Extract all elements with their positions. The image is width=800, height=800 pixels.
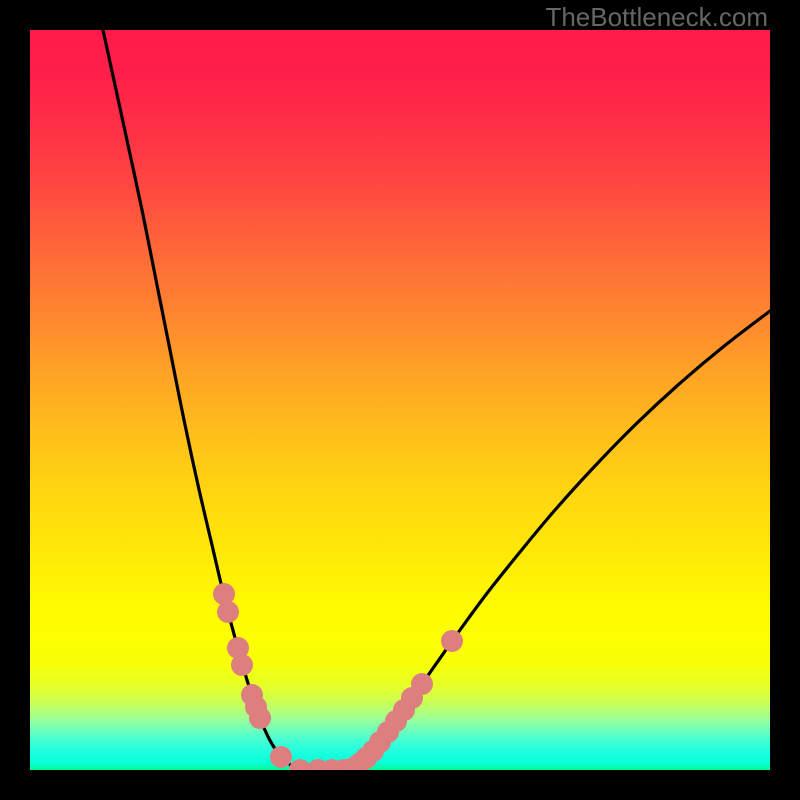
chart-frame: TheBottleneck.com — [0, 0, 800, 800]
curve-layer — [30, 30, 770, 770]
watermark-text: TheBottleneck.com — [545, 2, 768, 33]
data-marker — [411, 673, 433, 695]
data-marker — [249, 707, 271, 729]
plot-area — [30, 30, 770, 770]
data-marker — [270, 746, 292, 768]
data-marker — [441, 630, 463, 652]
data-marker — [217, 601, 239, 623]
data-marker — [231, 654, 253, 676]
bottleneck-curve-path — [103, 30, 770, 770]
